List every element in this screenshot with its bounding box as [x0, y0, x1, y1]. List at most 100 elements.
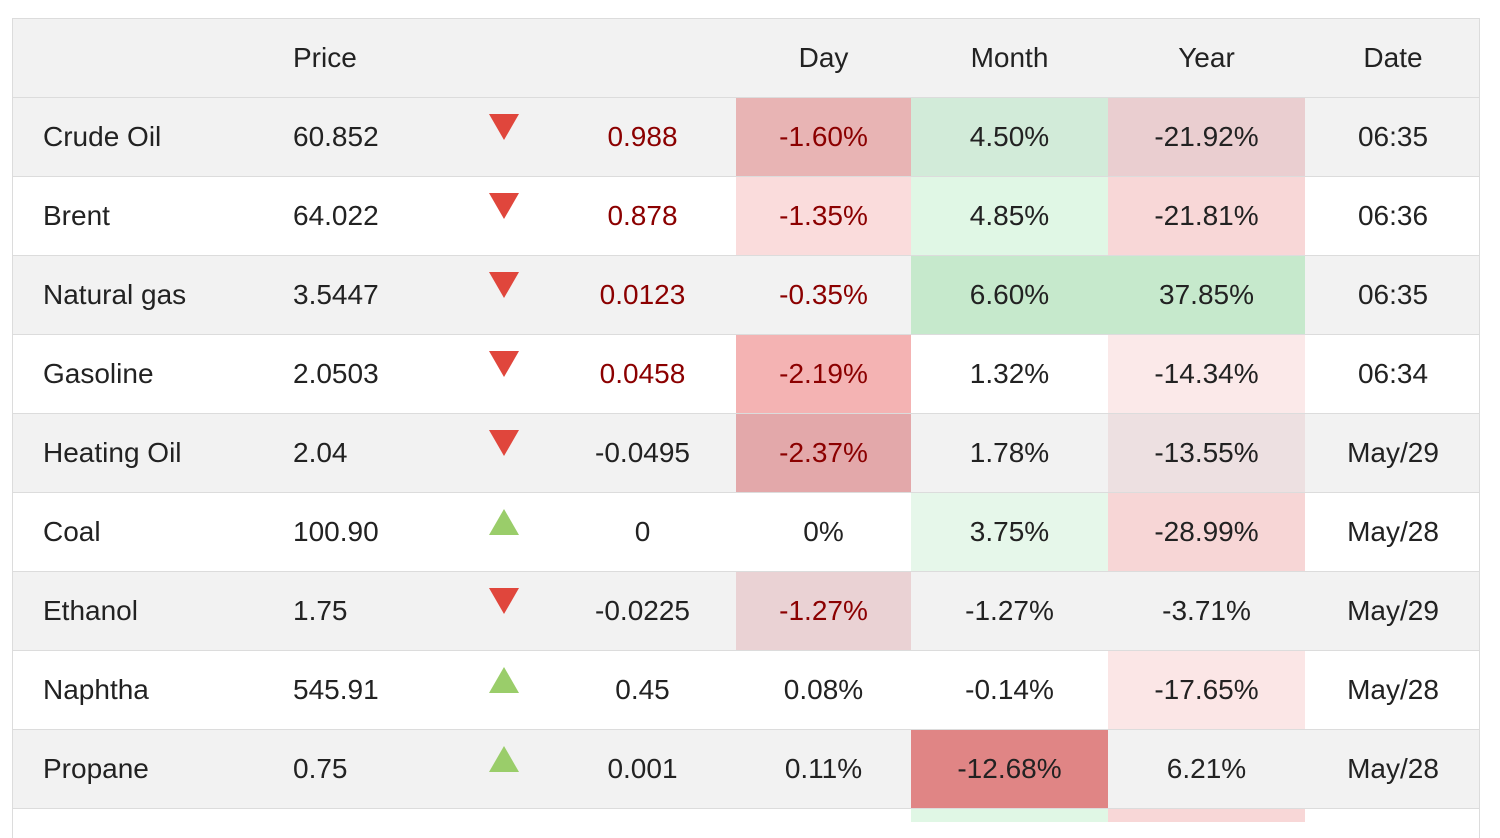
header-day[interactable]: Day	[736, 19, 911, 98]
day-change-cell: 0.08%	[736, 650, 911, 730]
date-cell: May/28	[1305, 492, 1479, 572]
direction-cell	[459, 650, 549, 730]
direction-cell	[459, 255, 549, 335]
price-cell: 545.91	[263, 650, 459, 730]
direction-cell	[459, 571, 549, 651]
day-change-cell: 0.11%	[736, 729, 911, 809]
direction-cell	[459, 97, 549, 177]
header-year[interactable]: Year	[1108, 19, 1305, 98]
header-price[interactable]: Price	[263, 19, 459, 98]
commodity-name-link[interactable]: Naphtha	[13, 650, 263, 730]
year-change-cell: -28.99%	[1108, 492, 1305, 572]
direction-cell	[459, 334, 549, 414]
year-change-cell: 37.85%	[1108, 255, 1305, 335]
date-cell: May/28	[1305, 729, 1479, 809]
table-row: Coal 100.90 0 0% 3.75% -28.99% May/28	[13, 492, 1479, 572]
header-month[interactable]: Month	[911, 19, 1108, 98]
table-row: Propane 0.75 0.001 0.11% -12.68% 6.21% M…	[13, 729, 1479, 809]
month-change-cell: 4.85%	[911, 176, 1108, 256]
day-change-cell: 0%	[736, 492, 911, 572]
year-change-cell: -21.81%	[1108, 176, 1305, 256]
change-cell: 0.0123	[549, 255, 736, 335]
year-change-cell: -3.71%	[1108, 571, 1305, 651]
date-cell: May/29	[1305, 571, 1479, 651]
header-date[interactable]: Date	[1305, 19, 1479, 98]
triangle-down-icon	[489, 193, 519, 219]
change-cell: 0.988	[549, 97, 736, 177]
triangle-down-icon	[489, 272, 519, 298]
commodity-name-link[interactable]: Heating Oil	[13, 413, 263, 493]
change-cell: -0.0495	[549, 413, 736, 493]
change-cell: 0.0458	[549, 334, 736, 414]
day-change-cell: -1.35%	[736, 176, 911, 256]
date-cell: 06:34	[1305, 334, 1479, 414]
year-change-cell: -21.92%	[1108, 97, 1305, 177]
table-row: Ethanol 1.75 -0.0225 -1.27% -1.27% -3.71…	[13, 571, 1479, 651]
commodity-name-link[interactable]: Ethanol	[13, 571, 263, 651]
triangle-up-icon	[489, 746, 519, 772]
header-arrow	[459, 19, 549, 98]
table-row-partial	[13, 808, 1479, 822]
price-cell: 3.5447	[263, 255, 459, 335]
change-cell: -0.0225	[549, 571, 736, 651]
month-change-cell: 1.78%	[911, 413, 1108, 493]
year-change-cell: 6.21%	[1108, 729, 1305, 809]
commodity-name-link[interactable]: Propane	[13, 729, 263, 809]
partial-month-cell	[911, 808, 1108, 822]
year-change-cell: -13.55%	[1108, 413, 1305, 493]
change-cell: 0.878	[549, 176, 736, 256]
direction-cell	[459, 729, 549, 809]
date-cell: 06:35	[1305, 97, 1479, 177]
commodity-name-link[interactable]: Coal	[13, 492, 263, 572]
price-cell: 64.022	[263, 176, 459, 256]
triangle-down-icon	[489, 114, 519, 140]
date-cell: 06:35	[1305, 255, 1479, 335]
date-cell: 06:36	[1305, 176, 1479, 256]
change-cell: 0.001	[549, 729, 736, 809]
direction-cell	[459, 176, 549, 256]
day-change-cell: -1.60%	[736, 97, 911, 177]
commodity-name-link[interactable]: Gasoline	[13, 334, 263, 414]
month-change-cell: -1.27%	[911, 571, 1108, 651]
month-change-cell: 3.75%	[911, 492, 1108, 572]
triangle-down-icon	[489, 430, 519, 456]
table-row: Heating Oil 2.04 -0.0495 -2.37% 1.78% -1…	[13, 413, 1479, 493]
triangle-up-icon	[489, 667, 519, 693]
date-cell: May/29	[1305, 413, 1479, 493]
month-change-cell: -0.14%	[911, 650, 1108, 730]
triangle-down-icon	[489, 588, 519, 614]
change-cell: 0	[549, 492, 736, 572]
month-change-cell: 6.60%	[911, 255, 1108, 335]
day-change-cell: -2.19%	[736, 334, 911, 414]
direction-cell	[459, 492, 549, 572]
commodity-name-link[interactable]: Natural gas	[13, 255, 263, 335]
header-change	[549, 19, 736, 98]
change-cell: 0.45	[549, 650, 736, 730]
header-name	[13, 19, 263, 98]
day-change-cell: -0.35%	[736, 255, 911, 335]
table-row: Naphtha 545.91 0.45 0.08% -0.14% -17.65%…	[13, 650, 1479, 730]
direction-cell	[459, 413, 549, 493]
commodity-name-link[interactable]: Brent	[13, 176, 263, 256]
month-change-cell: 4.50%	[911, 97, 1108, 177]
price-cell: 1.75	[263, 571, 459, 651]
partial-year-cell	[1108, 808, 1305, 822]
table-row: Gasoline 2.0503 0.0458 -2.19% 1.32% -14.…	[13, 334, 1479, 414]
triangle-up-icon	[489, 509, 519, 535]
table-row: Brent 64.022 0.878 -1.35% 4.85% -21.81% …	[13, 176, 1479, 256]
day-change-cell: -1.27%	[736, 571, 911, 651]
price-cell: 2.0503	[263, 334, 459, 414]
month-change-cell: -12.68%	[911, 729, 1108, 809]
price-cell: 60.852	[263, 97, 459, 177]
triangle-down-icon	[489, 351, 519, 377]
price-cell: 100.90	[263, 492, 459, 572]
table-row: Natural gas 3.5447 0.0123 -0.35% 6.60% 3…	[13, 255, 1479, 335]
year-change-cell: -14.34%	[1108, 334, 1305, 414]
commodity-name-link[interactable]: Crude Oil	[13, 97, 263, 177]
year-change-cell: -17.65%	[1108, 650, 1305, 730]
day-change-cell: -2.37%	[736, 413, 911, 493]
price-cell: 0.75	[263, 729, 459, 809]
price-cell: 2.04	[263, 413, 459, 493]
commodities-table-container: Price Day Month Year Date Crude Oil 60.8…	[12, 18, 1480, 838]
commodities-table: Price Day Month Year Date Crude Oil 60.8…	[13, 19, 1479, 822]
